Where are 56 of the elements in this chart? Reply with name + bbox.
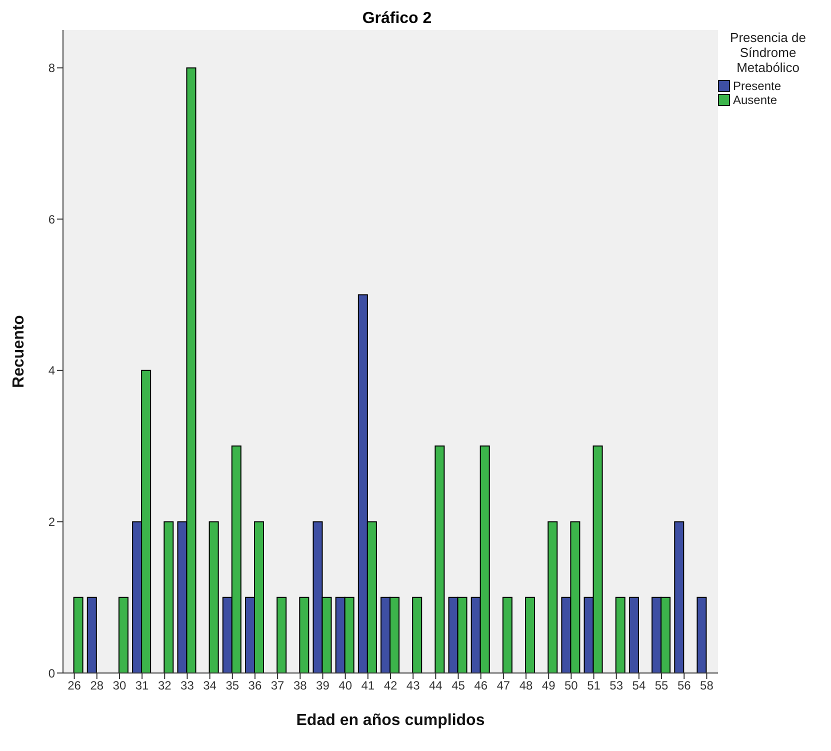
x-tick-label: 39 xyxy=(316,678,330,693)
x-tick-label: 37 xyxy=(270,678,285,693)
y-tick-label: 6 xyxy=(48,212,56,226)
legend-label: Ausente xyxy=(733,93,778,107)
x-tick-label: 40 xyxy=(338,678,352,693)
x-tick-label: 32 xyxy=(158,678,172,693)
bar xyxy=(412,596,422,673)
bar xyxy=(502,596,512,673)
x-tick-label: 33 xyxy=(180,678,194,693)
x-tick-label: 34 xyxy=(203,678,217,693)
y-tick-label: 2 xyxy=(48,514,56,529)
x-tick-label: 41 xyxy=(361,678,375,693)
bar xyxy=(696,596,707,673)
x-tick-label: 47 xyxy=(496,678,510,693)
bar xyxy=(86,596,97,673)
x-tick-label: 30 xyxy=(112,678,126,693)
x-tick-label: 45 xyxy=(452,678,466,693)
legend-title: Presencia de Síndrome Metabólico xyxy=(729,30,807,75)
x-tick-label: 48 xyxy=(519,678,534,693)
x-tick-label: 35 xyxy=(226,678,240,693)
x-tick-label: 26 xyxy=(68,678,82,693)
x-tick-label: 36 xyxy=(248,678,262,693)
legend-label: Presente xyxy=(733,79,782,93)
x-tick-label: 44 xyxy=(428,678,443,693)
bar xyxy=(164,521,174,673)
y-axis-title: Recuento xyxy=(10,314,28,388)
bar xyxy=(299,596,310,673)
chart-title: Gráfico 2 xyxy=(361,10,433,28)
bar xyxy=(548,521,558,673)
x-tick-label: 43 xyxy=(406,678,420,693)
x-tick-label: 28 xyxy=(90,678,104,693)
bar xyxy=(615,596,626,673)
bar xyxy=(208,521,219,673)
x-tick-label: 46 xyxy=(474,678,488,693)
x-tick-label: 58 xyxy=(700,678,714,693)
y-tick-label: 0 xyxy=(48,666,56,680)
x-tick-label: 49 xyxy=(542,678,556,693)
x-tick-label: 54 xyxy=(632,678,646,693)
x-tick-label: 51 xyxy=(587,678,601,693)
bar xyxy=(118,596,128,673)
bar xyxy=(628,596,639,673)
x-tick-label: 31 xyxy=(135,678,150,693)
x-tick-label: 38 xyxy=(293,678,308,693)
y-tick-label: 4 xyxy=(48,364,56,378)
x-tick-label: 55 xyxy=(654,678,669,693)
bar xyxy=(276,596,287,673)
x-tick-label: 42 xyxy=(384,678,398,693)
x-tick-label: 56 xyxy=(677,678,692,693)
bar xyxy=(434,446,445,673)
bar xyxy=(674,521,684,673)
bar xyxy=(73,596,84,673)
x-axis-title: Edad en años cumplidos xyxy=(296,712,485,729)
x-tick-label: 53 xyxy=(610,678,624,693)
y-tick-label: 8 xyxy=(48,61,56,76)
x-tick-label: 50 xyxy=(564,678,578,693)
bar xyxy=(525,596,536,673)
